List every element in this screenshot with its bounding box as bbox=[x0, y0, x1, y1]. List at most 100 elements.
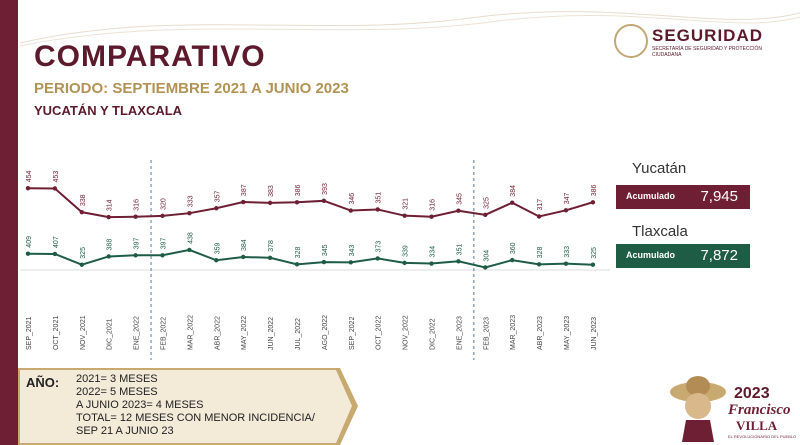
data-label: 345 bbox=[456, 193, 463, 205]
villa-portrait-icon bbox=[670, 376, 726, 442]
data-point bbox=[402, 260, 407, 266]
x-tick-label: SEP_2021 bbox=[26, 316, 33, 350]
x-tick-label: OCT_2021 bbox=[53, 316, 60, 350]
line-chart: 454 453 338 314 316 320 333 357 387 383 386 393 346 3… bbox=[20, 160, 610, 360]
x-tick-label: ABR_2023 bbox=[537, 316, 544, 350]
data-point bbox=[160, 213, 165, 219]
x-tick-label: JUN_2023 bbox=[591, 317, 598, 350]
data-label: 314 bbox=[107, 199, 114, 211]
summary-line: 2021= 3 MESES bbox=[76, 373, 158, 385]
accumulated-yucatan: Acumulado 7,945 bbox=[616, 185, 750, 209]
x-tick-label: NOV_2022 bbox=[403, 315, 410, 350]
data-label: 359 bbox=[214, 242, 221, 254]
x-tick-label: NOV_2021 bbox=[80, 315, 87, 350]
data-point bbox=[375, 256, 380, 261]
data-point bbox=[187, 210, 192, 216]
summary-line: TOTAL= 12 MESES CON MENOR INCIDENCIA/ bbox=[76, 412, 315, 424]
data-label: 351 bbox=[456, 244, 463, 256]
data-point bbox=[294, 200, 300, 205]
accumulated-label: Acumulado bbox=[626, 250, 676, 260]
data-label: 386 bbox=[591, 184, 598, 196]
data-point bbox=[214, 258, 219, 263]
data-point bbox=[52, 186, 58, 191]
data-point bbox=[483, 265, 488, 270]
accumulated-tlaxcala: Acumulado 7,872 bbox=[616, 244, 750, 268]
data-label: 334 bbox=[430, 246, 437, 258]
data-label: 357 bbox=[214, 190, 221, 202]
villa-name-first: Francisco bbox=[728, 402, 791, 418]
page-title: COMPARATIVO bbox=[34, 40, 266, 73]
data-point bbox=[321, 198, 327, 204]
data-label: 388 bbox=[107, 239, 114, 251]
x-tick-label: MAR_2022 bbox=[187, 315, 194, 350]
x-tick-label: SEP_2022 bbox=[349, 316, 356, 350]
summary-line: 2022= 5 MESES bbox=[76, 386, 158, 398]
data-label: 386 bbox=[295, 184, 302, 196]
data-point bbox=[456, 259, 461, 264]
summary-line: SEP 21 A JUNIO 23 bbox=[76, 425, 174, 437]
data-point bbox=[375, 207, 380, 212]
data-label: 438 bbox=[187, 232, 194, 244]
data-label: 343 bbox=[349, 245, 356, 257]
data-point bbox=[106, 254, 111, 259]
data-label: 360 bbox=[510, 242, 517, 254]
data-point bbox=[214, 206, 219, 211]
data-point bbox=[321, 259, 327, 265]
x-tick-label: MAY_2023 bbox=[564, 316, 571, 350]
data-label: 453 bbox=[53, 171, 60, 183]
data-point bbox=[79, 262, 84, 267]
data-point bbox=[25, 251, 31, 256]
data-point bbox=[133, 253, 138, 258]
data-label: 325 bbox=[80, 247, 87, 259]
data-label: 393 bbox=[322, 183, 329, 195]
data-label: 383 bbox=[268, 185, 275, 197]
data-label: 304 bbox=[483, 250, 490, 262]
left-accent-bar bbox=[0, 0, 18, 445]
x-tick-label: DIC_2021 bbox=[107, 318, 114, 350]
data-label: 373 bbox=[376, 241, 383, 253]
data-point bbox=[187, 247, 192, 253]
data-label: 345 bbox=[322, 244, 329, 256]
accumulated-label: Acumulado bbox=[626, 191, 676, 201]
data-point bbox=[241, 199, 246, 205]
data-point bbox=[590, 200, 596, 205]
x-tick-label: ENE_2022 bbox=[134, 316, 141, 350]
data-label: 333 bbox=[187, 195, 194, 207]
data-label: 316 bbox=[430, 199, 437, 211]
data-point bbox=[510, 200, 515, 205]
data-point bbox=[25, 186, 31, 191]
x-tick-label: OCT_2022 bbox=[376, 316, 383, 350]
accumulated-value: 7,945 bbox=[700, 188, 738, 205]
series-line-tlaxcala bbox=[27, 248, 593, 269]
villa-subtitle: EL REVOLUCIONARIO DEL PUEBLO bbox=[728, 434, 797, 439]
villa-year: 2023 bbox=[734, 385, 770, 402]
data-point bbox=[563, 261, 569, 266]
data-label: 321 bbox=[403, 198, 410, 210]
x-tick-label: AGO_2022 bbox=[322, 315, 329, 350]
data-label: 317 bbox=[537, 199, 544, 211]
data-point bbox=[348, 208, 353, 213]
accumulated-value: 7,872 bbox=[700, 247, 738, 264]
data-point bbox=[79, 209, 84, 215]
data-point bbox=[52, 251, 58, 257]
data-point bbox=[294, 262, 300, 267]
data-label: 454 bbox=[26, 170, 33, 182]
x-tick-label: MAY_2022 bbox=[241, 316, 248, 350]
data-label: 378 bbox=[268, 240, 275, 252]
series-line-yucatan bbox=[27, 187, 594, 219]
data-point bbox=[241, 254, 246, 260]
data-point bbox=[106, 214, 111, 220]
legend-tlaxcala-name: Tlaxcala bbox=[632, 223, 688, 240]
data-label: 347 bbox=[564, 193, 571, 205]
data-point bbox=[348, 260, 353, 265]
data-label: 346 bbox=[349, 193, 356, 205]
data-label: 384 bbox=[241, 239, 248, 251]
x-tick-label: MAR_2023 bbox=[510, 315, 517, 350]
decorative-waves bbox=[20, 11, 800, 47]
data-point bbox=[429, 261, 434, 266]
data-label: 351 bbox=[376, 192, 383, 204]
data-point bbox=[133, 214, 138, 219]
summary-label: AÑO: bbox=[26, 375, 60, 390]
x-tick-label: ABR_2022 bbox=[214, 316, 221, 350]
x-tick-label: ENE_2023 bbox=[456, 316, 463, 350]
